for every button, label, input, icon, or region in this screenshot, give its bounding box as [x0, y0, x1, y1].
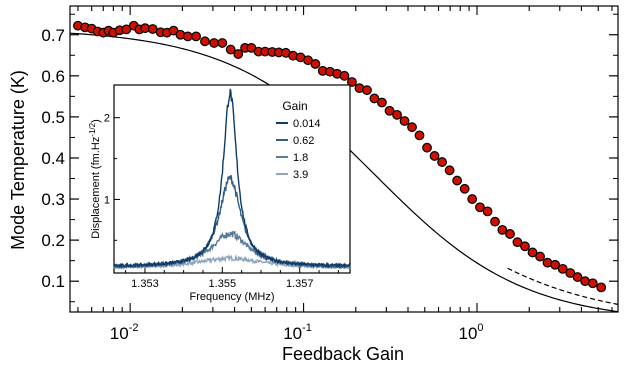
data-point	[377, 97, 387, 108]
inset-series-line	[113, 88, 351, 269]
legend-label: 0.014	[293, 118, 321, 130]
data-point	[384, 105, 395, 116]
y-tick-label: 0.7	[41, 26, 65, 45]
x-tick-label: 10-1	[283, 322, 312, 343]
data-point	[121, 24, 132, 35]
x-tick-labels: 10-2 10-1 100	[110, 322, 484, 343]
data-point	[147, 24, 158, 34]
data-point	[505, 229, 515, 239]
inset-y-tick-label: 2	[104, 113, 110, 125]
inset-x-axis-title: Frequency (MHz)	[190, 291, 275, 303]
inset-x-tick-label: 1.357	[286, 278, 314, 290]
inset-y-axis-exponent: -1/2	[88, 122, 97, 136]
y-axis-title: Mode Temperature (K)	[8, 70, 28, 250]
data-point	[407, 122, 417, 133]
data-point	[512, 237, 523, 248]
data-point	[572, 272, 583, 282]
inset-plot: 1.353 1.355 1.357 12 Frequency (MHz) Displ…	[88, 84, 351, 303]
data-point	[475, 202, 485, 213]
data-point	[200, 36, 210, 47]
data-point	[369, 93, 380, 104]
data-point	[182, 31, 193, 42]
data-point	[191, 31, 201, 42]
inset-spectra	[113, 88, 351, 270]
inset-x-tick-label: 1.353	[131, 278, 159, 290]
data-point	[527, 247, 538, 258]
legend-label: 3.9	[293, 169, 308, 181]
y-tick-label: 0.5	[41, 108, 65, 127]
data-point	[429, 151, 440, 161]
main-plot: 10-2 10-1 100 0.1 0.2 0.3 0.4 0.5 0.6 0.7 Feedba…	[8, 5, 619, 364]
data-point	[444, 165, 455, 176]
y-tick-label: 0.6	[41, 67, 65, 86]
data-point	[414, 130, 425, 141]
x-axis-title: Feedback Gain	[282, 344, 404, 364]
legend-title: Gain	[282, 99, 307, 113]
data-markers	[73, 20, 607, 293]
inset-y-tick-labels: 12	[104, 113, 110, 207]
data-point	[596, 282, 607, 293]
data-point	[467, 194, 478, 204]
data-point	[392, 109, 402, 120]
inset-axis-ticks	[114, 117, 339, 273]
data-point	[459, 183, 470, 194]
data-point	[347, 77, 357, 87]
y-tick-label: 0.4	[41, 149, 65, 168]
inset-y-tick-label: 1	[104, 194, 110, 206]
inset-y-axis-title: Displacement (fm.Hz-1/2)	[88, 119, 102, 239]
y-tick-labels: 0.1 0.2 0.3 0.4 0.5 0.6 0.7	[41, 26, 65, 291]
data-point	[209, 38, 220, 48]
y-tick-label: 0.3	[41, 190, 65, 209]
data-point	[452, 175, 463, 186]
data-point	[225, 44, 236, 55]
inset-x-tick-labels: 1.353 1.355 1.357	[131, 278, 313, 290]
data-point	[535, 251, 545, 262]
x-tick-label: 100	[458, 322, 483, 343]
dashed-fit-line	[507, 267, 619, 305]
main-axis-ticks	[70, 6, 618, 312]
legend-label: 1.8	[293, 152, 308, 164]
data-point	[550, 259, 561, 270]
data-point	[497, 224, 508, 235]
legend-label: 0.62	[293, 135, 314, 147]
data-point	[490, 216, 500, 227]
data-point	[557, 263, 568, 274]
data-point	[565, 268, 576, 278]
data-point	[482, 206, 493, 217]
y-tick-label: 0.2	[41, 231, 65, 250]
data-point	[399, 116, 410, 126]
data-point	[437, 157, 447, 167]
data-point	[520, 241, 530, 252]
x-tick-label: 10-2	[110, 322, 139, 343]
main-plot-frame	[69, 5, 619, 313]
data-point	[339, 70, 350, 81]
y-tick-label: 0.1	[41, 272, 65, 291]
data-point	[362, 85, 372, 96]
inset-legend: Gain 0.014 0.62 1.8 3.9	[276, 99, 321, 181]
data-point	[217, 38, 228, 48]
inset-x-tick-label: 1.355	[209, 278, 237, 290]
data-point	[587, 278, 598, 289]
data-point	[310, 59, 321, 69]
inset-series-line	[113, 230, 351, 270]
data-point	[422, 142, 432, 153]
data-point	[233, 49, 244, 59]
